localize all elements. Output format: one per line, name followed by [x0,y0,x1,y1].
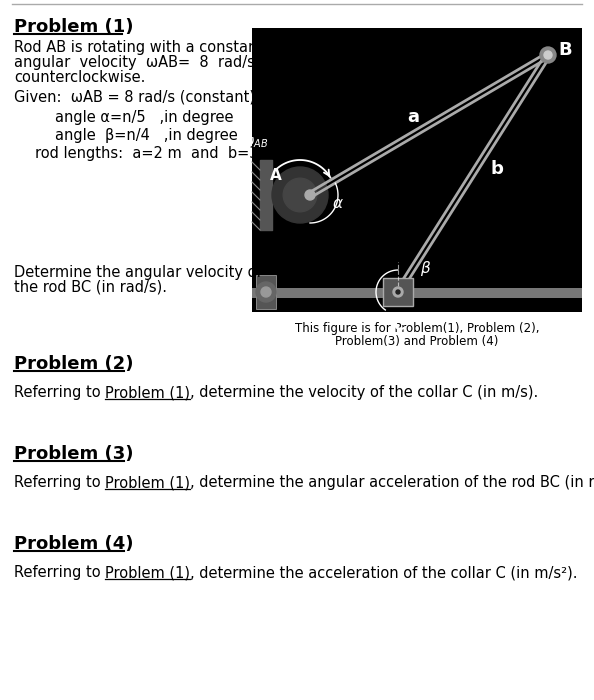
Text: A: A [270,167,282,183]
Text: Problem(3) and Problem (4): Problem(3) and Problem (4) [335,335,499,348]
Text: rod lengths:  a=2 m  and  b=3 m: rod lengths: a=2 m and b=3 m [35,146,277,161]
Circle shape [396,290,400,294]
Text: Problem (1): Problem (1) [105,385,190,400]
Text: angle α=n/5   ,in degree: angle α=n/5 ,in degree [55,110,233,125]
Text: , determine the velocity of the collar C (in m/s).: , determine the velocity of the collar C… [190,385,539,400]
Text: angular  velocity  ωAB=  8  rad/s: angular velocity ωAB= 8 rad/s [14,55,255,70]
Circle shape [544,51,552,59]
Text: Referring to: Referring to [14,565,105,580]
Text: Determine the angular velocity of: Determine the angular velocity of [14,265,261,280]
Bar [252,28,582,312]
Text: Problem (1): Problem (1) [14,18,134,36]
Text: counterclockwise.: counterclockwise. [14,70,146,85]
Text: Problem (1): Problem (1) [105,475,190,490]
Bar [252,288,582,298]
Text: angle  β=n/4   ,in degree: angle β=n/4 ,in degree [55,128,238,143]
Text: b: b [491,160,504,178]
Text: $\beta$: $\beta$ [420,258,431,277]
Text: B: B [558,41,571,59]
Text: Referring to: Referring to [14,385,105,400]
Text: Problem (1): Problem (1) [105,565,190,580]
Text: Problem (3): Problem (3) [14,445,134,463]
Text: Given:  ωAB = 8 rad/s (constant): Given: ωAB = 8 rad/s (constant) [14,90,255,105]
Text: Problem (4): Problem (4) [14,535,134,553]
Text: Rod AB is rotating with a constant: Rod AB is rotating with a constant [14,40,263,55]
Text: This figure is for Problem(1), Problem (2),: This figure is for Problem(1), Problem (… [295,322,539,335]
Bar [256,275,276,309]
Circle shape [305,190,315,200]
Circle shape [256,282,276,302]
Text: C: C [392,316,404,334]
Bar [383,278,413,306]
Text: Referring to: Referring to [14,475,105,490]
Text: , determine the angular acceleration of the rod BC (in rad/s²).: , determine the angular acceleration of … [190,475,594,490]
Text: , determine the acceleration of the collar C (in m/s²).: , determine the acceleration of the coll… [190,565,578,580]
Circle shape [540,47,556,63]
Text: Problem (2): Problem (2) [14,355,134,373]
Text: a: a [407,108,419,126]
Circle shape [393,287,403,297]
Text: $\alpha$: $\alpha$ [332,195,344,211]
Text: the rod BC (in rad/s).: the rod BC (in rad/s). [14,280,167,295]
Circle shape [261,287,271,297]
Circle shape [283,178,317,212]
Circle shape [272,167,328,223]
Text: $\omega_{AB}$: $\omega_{AB}$ [242,136,268,150]
